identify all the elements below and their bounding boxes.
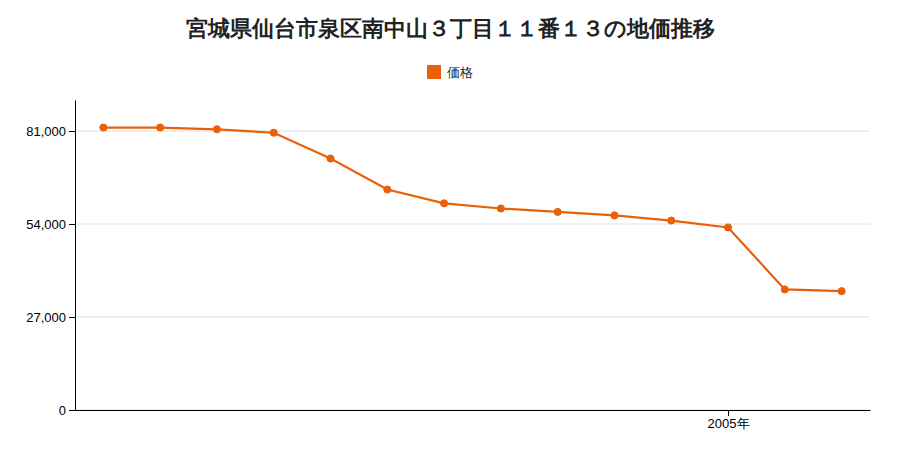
- x-axis-line: [76, 410, 871, 411]
- legend-item: 価格: [427, 65, 473, 80]
- y-tick: 54,000: [26, 217, 75, 232]
- point: [554, 208, 561, 215]
- point: [270, 129, 277, 136]
- point: [100, 124, 107, 131]
- y-tick-mark: [69, 224, 75, 225]
- legend-label: 価格: [447, 65, 473, 80]
- x-tick: 2005年: [708, 410, 750, 431]
- point: [157, 124, 164, 131]
- y-tick-label: 0: [59, 403, 66, 418]
- grid-line: [75, 317, 870, 318]
- point: [384, 186, 391, 193]
- marks: [100, 124, 845, 295]
- y-axis-line: [75, 101, 76, 411]
- y-tick-label: 54,000: [26, 217, 66, 232]
- x-tick-mark: [728, 410, 729, 416]
- point: [781, 286, 788, 293]
- chart: 宮城県仙台市泉区南中山３丁目１１番１３の地価推移 0 27,000 54,000 81,…: [0, 0, 900, 450]
- y-tick-label: 81,000: [26, 124, 66, 139]
- line: [103, 128, 841, 292]
- legend: 価格: [427, 65, 473, 80]
- y-tick: 27,000: [26, 310, 75, 325]
- point: [497, 205, 504, 212]
- y-tick-label: 27,000: [26, 310, 66, 325]
- point: [838, 288, 845, 295]
- point: [441, 200, 448, 207]
- point: [327, 155, 334, 162]
- x-tick-label: 2005年: [708, 416, 750, 431]
- y-tick-mark: [69, 317, 75, 318]
- grid-line: [75, 131, 870, 132]
- y-tick-mark: [69, 131, 75, 132]
- point: [611, 212, 618, 219]
- y-tick: 0: [59, 403, 75, 418]
- y-axis: 0 27,000 54,000 81,000: [26, 101, 75, 418]
- title: 宮城県仙台市泉区南中山３丁目１１番１３の地価推移: [186, 16, 715, 41]
- grid-line: [75, 410, 870, 411]
- y-tick-mark: [69, 410, 75, 411]
- grid: [75, 131, 870, 410]
- point: [724, 224, 731, 231]
- grid-line: [75, 224, 870, 225]
- y-tick: 81,000: [26, 124, 75, 139]
- x-axis: 2005年: [76, 410, 871, 431]
- point: [668, 217, 675, 224]
- plot: 0 27,000 54,000 81,000 2005年: [26, 101, 870, 432]
- legend-swatch: [427, 65, 441, 79]
- point: [213, 126, 220, 133]
